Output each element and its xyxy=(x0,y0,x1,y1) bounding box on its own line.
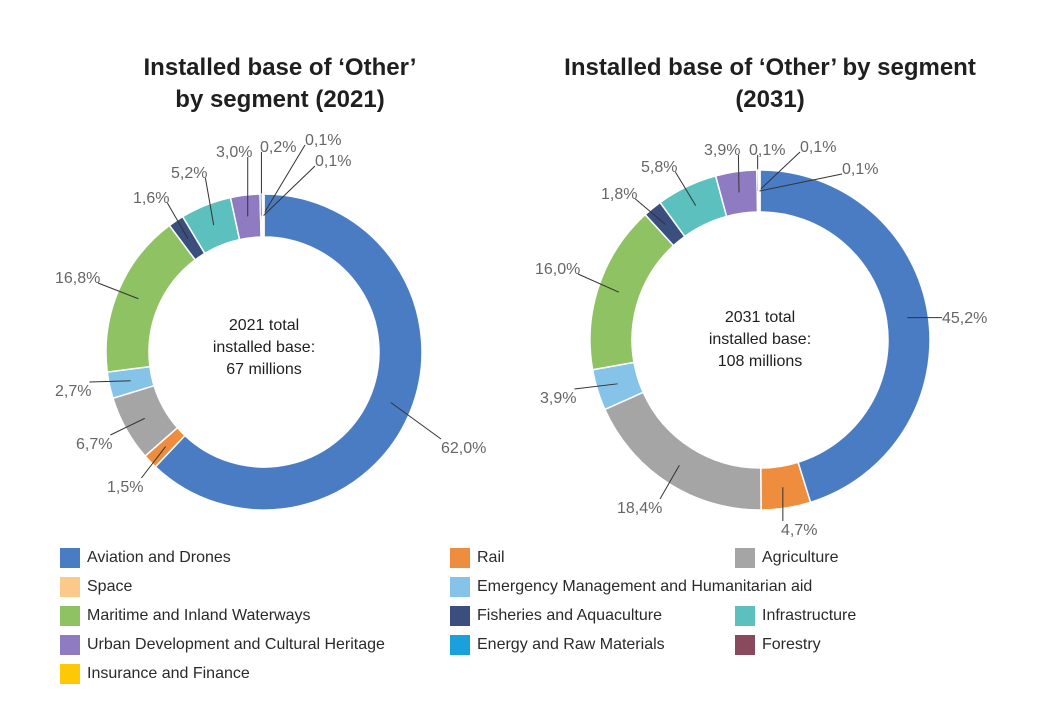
center-text-2021-line-1: 2021 total xyxy=(229,317,299,334)
slice-2031-insurance-and-finance xyxy=(758,169,761,213)
slice-label-2031-urban-development-and-cultural-heritage: 3,9% xyxy=(704,142,740,159)
chart-title-2031: Installed base of ‘Other’ by segment (20… xyxy=(520,52,1020,116)
slice-label-2021-insurance-and-finance: 0,1% xyxy=(315,153,351,170)
slice-label-2021-emergency-management-and-humanitarian-aid: 2,7% xyxy=(55,383,91,400)
donut-chart-2031: 45,2% 4,7% 18,4% 3,9% 16,0% 1,8%5,8% 3,9% 0,1% 0… xyxy=(535,139,987,539)
slice-2021-maritime-and-inland-waterways xyxy=(105,224,197,373)
center-text-2031-line-1: 2031 total xyxy=(725,309,795,326)
leader-line-2031-agriculture xyxy=(659,465,680,500)
slice-label-2031-infrastructure: 5,8% xyxy=(641,159,677,176)
chart-title-2031-line-1: Installed base of ‘Other’ by segment xyxy=(564,54,976,81)
leader-line-2021-fisheries-and-aquaculture xyxy=(166,202,189,239)
slice-label-2031-emergency-management-and-humanitarian-aid: 3,9% xyxy=(540,390,576,407)
chart-title-2021: Installed base of ‘Other’ by segment (20… xyxy=(80,52,480,116)
leader-line-2031-urban-development-and-cultural-heritage xyxy=(737,154,740,193)
slice-2031-maritime-and-inland-waterways xyxy=(589,213,675,371)
slice-label-2031-rail: 4,7% xyxy=(781,522,817,539)
leader-line-2031-maritime-and-inland-waterways xyxy=(577,273,620,293)
leader-line-2021-rail xyxy=(141,446,166,479)
slice-2031-aviation-and-drones xyxy=(759,169,931,504)
donut-chart-2021: 62,0% 1,5% 6,7% 2,7% 16,8% 1,6%5,2% 3,0% 0,2% 0,… xyxy=(55,132,486,511)
slice-label-2021-forestry: 0,1% xyxy=(305,132,341,149)
leader-line-2021-insurance-and-finance xyxy=(263,165,316,216)
leader-line-2031-emergency-management-and-humanitarian-aid xyxy=(574,383,618,390)
center-text-2021-line-2: installed base: xyxy=(213,339,315,356)
slice-label-2021-fisheries-and-aquaculture: 1,6% xyxy=(133,190,169,207)
slice-label-2021-maritime-and-inland-waterways: 16,8% xyxy=(55,270,100,287)
center-text-2021-line-3: 67 millions xyxy=(226,361,302,378)
leader-line-2031-fisheries-and-aquaculture xyxy=(635,198,667,225)
slice-label-2021-agriculture: 6,7% xyxy=(76,436,112,453)
slice-label-2031-energy-and-raw-materials: 0,1% xyxy=(749,142,785,159)
leader-line-2021-aviation-and-drones xyxy=(390,402,442,440)
center-text-2031-line-2: installed base: xyxy=(709,331,811,348)
slice-label-2021-rail: 1,5% xyxy=(107,479,143,496)
slice-2021-insurance-and-finance xyxy=(262,193,265,238)
chart-title-2031-line-2: (2031) xyxy=(735,86,805,113)
leader-line-2021-maritime-and-inland-waterways xyxy=(97,282,139,300)
slice-label-2031-insurance-and-finance: 0,1% xyxy=(842,161,878,178)
leader-line-2021-infrastructure xyxy=(204,177,215,226)
leader-line-2021-agriculture xyxy=(110,417,145,436)
slice-2021-aviation-and-drones xyxy=(154,193,423,511)
leader-line-2021-forestry xyxy=(262,144,306,216)
slice-label-2021-energy-and-raw-materials: 0,2% xyxy=(260,139,296,156)
center-text-2031-line-3: 108 millions xyxy=(718,353,802,370)
slice-label-2021-aviation-and-drones: 62,0% xyxy=(441,440,486,457)
slice-label-2031-forestry: 0,1% xyxy=(800,139,836,156)
leader-line-2031-insurance-and-finance xyxy=(759,173,843,192)
slice-label-2031-agriculture: 18,4% xyxy=(617,500,662,517)
chart-title-2021-line-2: by segment (2021) xyxy=(175,86,385,113)
chart-title-2021-line-1: Installed base of ‘Other’ xyxy=(143,54,417,81)
slice-label-2031-maritime-and-inland-waterways: 16,0% xyxy=(535,261,580,278)
slice-label-2021-infrastructure: 5,2% xyxy=(171,165,207,182)
leader-line-2031-forestry xyxy=(758,151,801,192)
leader-line-2031-infrastructure xyxy=(674,171,697,206)
leader-line-2021-emergency-management-and-humanitarian-aid xyxy=(89,380,131,383)
slice-label-2031-fisheries-and-aquaculture: 1,8% xyxy=(601,186,637,203)
slice-label-2031-aviation-and-drones: 45,2% xyxy=(942,310,987,327)
slice-2031-agriculture xyxy=(603,391,762,511)
slice-label-2021-urban-development-and-cultural-heritage: 3,0% xyxy=(216,144,252,161)
